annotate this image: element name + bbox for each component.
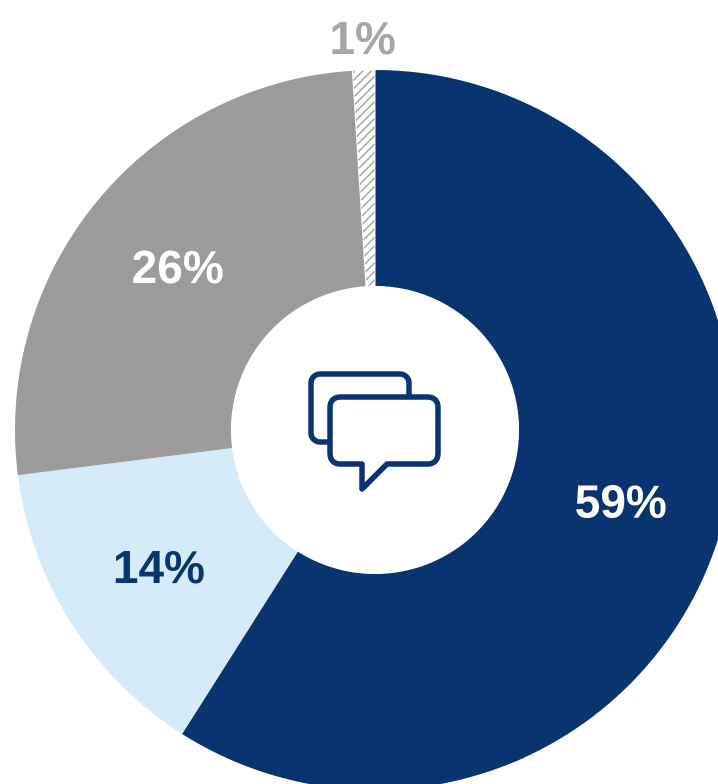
slice-14pct <box>17 448 298 734</box>
slice-59pct <box>182 70 718 784</box>
labels-group: 59% 14% 26% 1% <box>113 12 667 593</box>
slice-label-59pct: 59% <box>575 475 667 527</box>
slice-label-14pct: 14% <box>113 541 205 593</box>
slice-26pct <box>14 70 366 476</box>
slice-label-1pct: 1% <box>329 12 395 64</box>
speech-bubbles-icon <box>308 371 441 492</box>
slice-label-26pct: 26% <box>132 241 224 293</box>
